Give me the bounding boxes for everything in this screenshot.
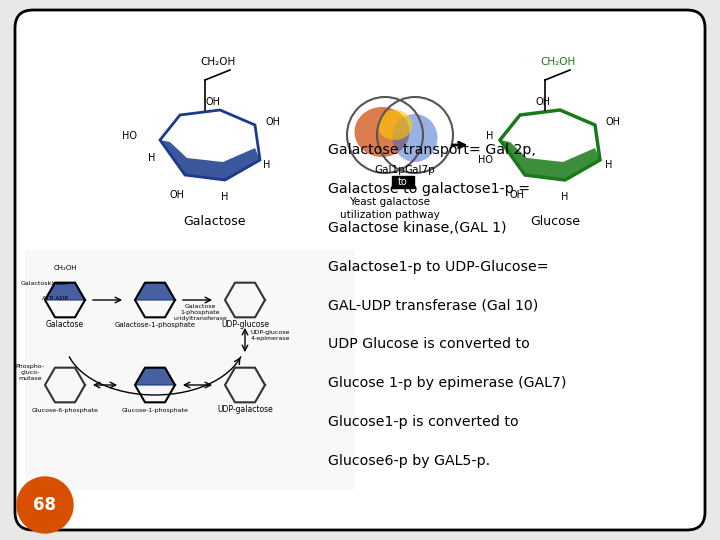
- Text: UDP-glucose
4-epimerase: UDP-glucose 4-epimerase: [251, 330, 289, 341]
- Text: OH: OH: [265, 117, 280, 127]
- Text: H: H: [562, 192, 569, 202]
- Text: CH₂OH: CH₂OH: [53, 265, 77, 271]
- Text: Galactose
1-phosphate
uridyltransferase: Galactose 1-phosphate uridyltransferase: [173, 305, 227, 321]
- Text: OH: OH: [169, 190, 184, 200]
- Circle shape: [17, 477, 73, 533]
- Text: OH: OH: [535, 97, 550, 107]
- Text: H: H: [221, 192, 229, 202]
- Text: Galactose-1-phosphate: Galactose-1-phosphate: [114, 322, 196, 328]
- Ellipse shape: [392, 114, 438, 162]
- FancyBboxPatch shape: [25, 250, 355, 490]
- Polygon shape: [135, 282, 175, 300]
- Text: Gal1p: Gal1p: [374, 165, 405, 175]
- Text: Gal7p: Gal7p: [405, 165, 436, 175]
- Text: CH₂OH: CH₂OH: [200, 57, 235, 67]
- Text: ATP ADP: ATP ADP: [42, 296, 68, 301]
- Text: Galactose transport= Gal 2p,: Galactose transport= Gal 2p,: [328, 143, 536, 157]
- Polygon shape: [45, 282, 85, 300]
- FancyBboxPatch shape: [392, 176, 414, 188]
- Text: Yeast galactose: Yeast galactose: [349, 197, 431, 207]
- Polygon shape: [135, 368, 175, 385]
- Text: Galactose1-p to UDP-Glucose=: Galactose1-p to UDP-Glucose=: [328, 260, 548, 274]
- Text: Galactose: Galactose: [184, 215, 246, 228]
- Text: OH: OH: [510, 190, 524, 200]
- Text: Glucose: Glucose: [530, 215, 580, 228]
- Text: H: H: [263, 160, 271, 170]
- Text: OH: OH: [205, 97, 220, 107]
- Text: H: H: [605, 160, 613, 170]
- Text: 68: 68: [34, 496, 56, 514]
- Ellipse shape: [377, 110, 413, 140]
- Text: Galactose: Galactose: [46, 320, 84, 329]
- Text: Glucose 1-p by epimerase (GAL7): Glucose 1-p by epimerase (GAL7): [328, 376, 566, 390]
- Text: Galactose to galactose1-p =: Galactose to galactose1-p =: [328, 182, 530, 196]
- Text: Glucose6-p by GAL5-p.: Glucose6-p by GAL5-p.: [328, 454, 490, 468]
- Text: Glucose1-p is converted to: Glucose1-p is converted to: [328, 415, 518, 429]
- Text: HO: HO: [478, 155, 493, 165]
- Text: CH₂OH: CH₂OH: [540, 57, 575, 67]
- Text: UDP-glucose: UDP-glucose: [221, 320, 269, 329]
- Text: utilization pathway: utilization pathway: [340, 210, 440, 220]
- Text: Glucose-6-phosphate: Glucose-6-phosphate: [32, 408, 99, 413]
- Text: OH: OH: [605, 117, 620, 127]
- Text: to: to: [398, 177, 408, 187]
- Text: UDP Glucose is converted to: UDP Glucose is converted to: [328, 338, 529, 352]
- Ellipse shape: [354, 107, 410, 157]
- Text: GAL-UDP transferase (Gal 10): GAL-UDP transferase (Gal 10): [328, 299, 538, 313]
- Polygon shape: [500, 140, 600, 180]
- Text: UDP-galactose: UDP-galactose: [217, 405, 273, 414]
- FancyBboxPatch shape: [15, 10, 705, 530]
- Text: Galactose kinase,(GAL 1): Galactose kinase,(GAL 1): [328, 221, 506, 235]
- Polygon shape: [160, 140, 260, 180]
- Text: Glucose-1-phosphate: Glucose-1-phosphate: [122, 408, 189, 413]
- Text: Phospho-
gluco-
mutase: Phospho- gluco- mutase: [16, 364, 45, 381]
- Text: H: H: [148, 153, 155, 163]
- Text: HO: HO: [122, 131, 137, 141]
- Text: H: H: [485, 131, 493, 141]
- Text: Galactoskinase: Galactoskinase: [21, 281, 69, 286]
